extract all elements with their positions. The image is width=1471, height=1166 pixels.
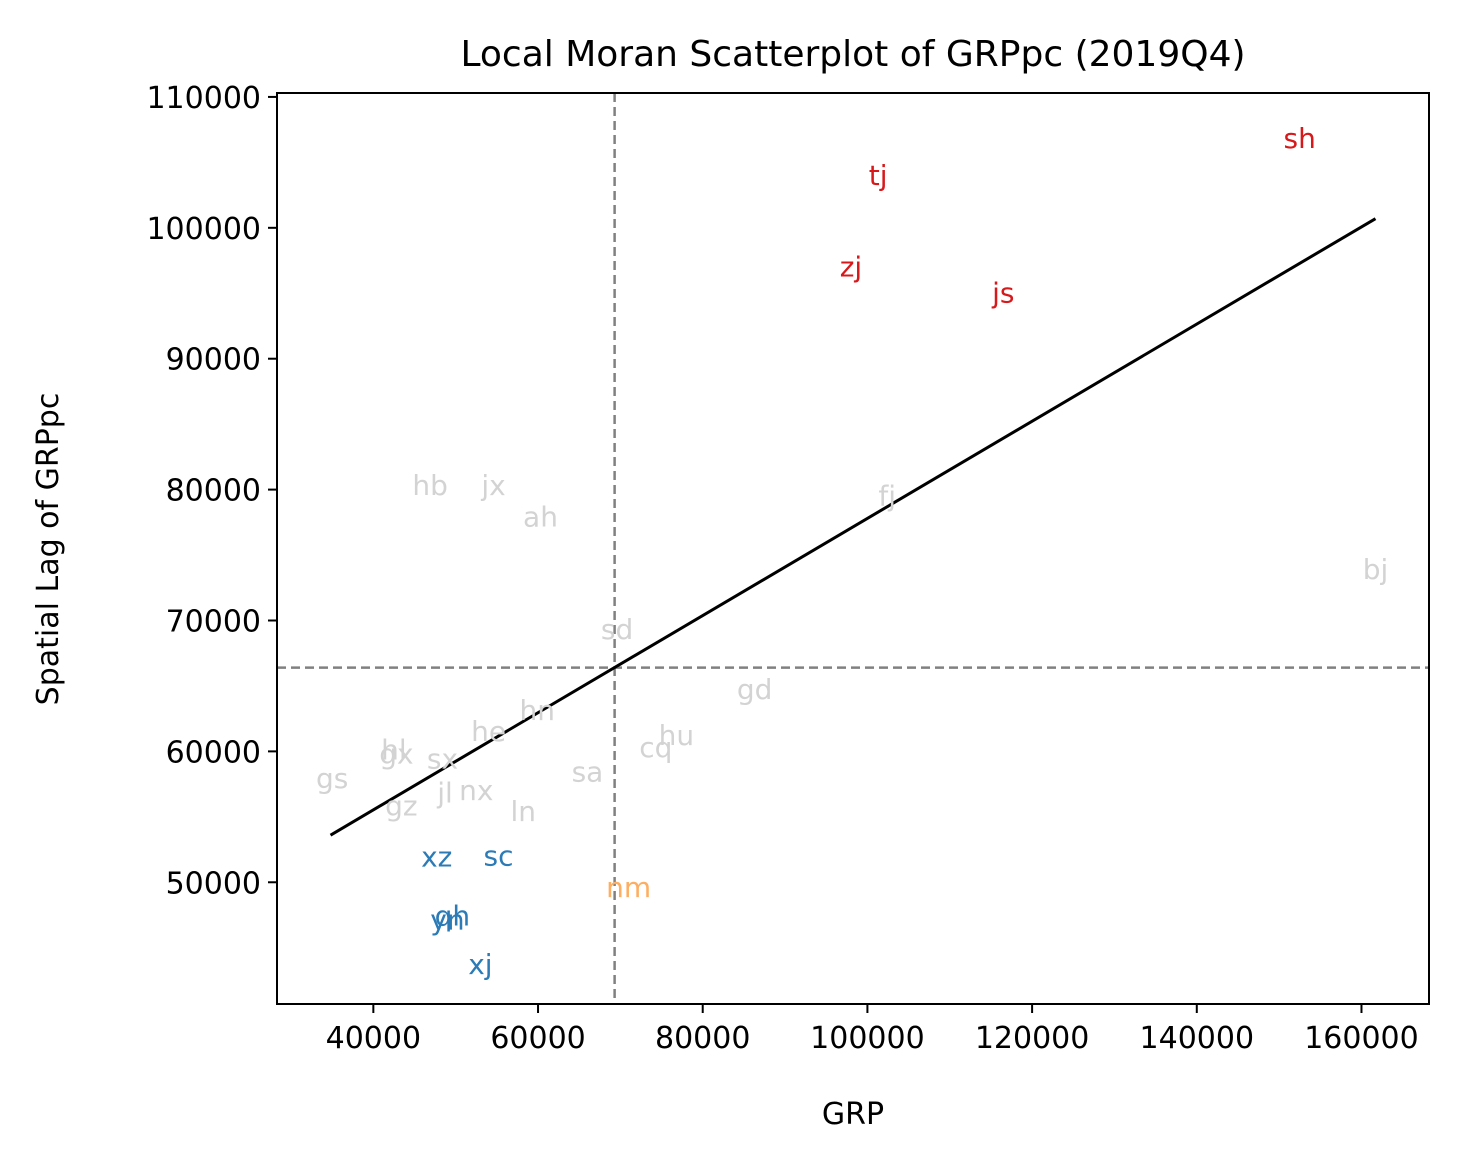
point-label-gd: gd [737, 673, 773, 706]
x-tick-label: 80000 [655, 1021, 750, 1056]
point-label-he: he [471, 715, 506, 748]
point-label-hb: hb [412, 469, 448, 502]
x-tick-label: 120000 [975, 1021, 1090, 1056]
x-tick-label: 60000 [490, 1021, 585, 1056]
point-label-yn: yn [430, 904, 464, 937]
chart-title: Local Moran Scatterplot of GRPpc (2019Q4… [460, 34, 1245, 75]
point-label-hl: hl [381, 733, 407, 766]
point-label-gx: gx [379, 737, 413, 770]
point-label-zj: zj [840, 250, 862, 283]
x-tick-label: 140000 [1140, 1021, 1255, 1056]
point-label-hu: hu [659, 719, 695, 752]
y-tick-label: 60000 [166, 735, 261, 770]
point-label-gz: gz [385, 790, 417, 823]
point-label-cq: cq [639, 731, 672, 764]
x-axis-label: GRP [822, 1097, 884, 1132]
x-tick-label: 100000 [810, 1021, 925, 1056]
y-tick-label: 110000 [146, 81, 261, 116]
plot-frame [276, 92, 1430, 1005]
y-tick-label: 100000 [146, 212, 261, 247]
point-label-sx: sx [427, 743, 458, 776]
point-label-nm: nm [606, 871, 651, 904]
regression-line-group [329, 217, 1377, 837]
point-label-nx: nx [459, 774, 493, 807]
y-tick-label: 50000 [166, 866, 261, 901]
point-label-sh: sh [1284, 122, 1316, 155]
point-label-tj: tj [869, 159, 888, 192]
reference-lines [277, 93, 1429, 1004]
point-label-jl: jl [436, 777, 453, 810]
x-axis: 40000 60000 80000 100000 120000 140000 160000 [326, 1004, 1419, 1056]
y-tick-label: 90000 [166, 343, 261, 378]
point-label-ah: ah [523, 500, 558, 533]
y-axis: 50000 60000 70000 80000 90000 100000 110000 [146, 81, 277, 901]
x-tick-label: 160000 [1304, 1021, 1419, 1056]
point-label-sa: sa [572, 756, 604, 789]
y-tick-label: 80000 [166, 474, 261, 509]
point-label-sd: sd [601, 613, 633, 646]
point-label-hn: hn [519, 694, 555, 727]
point-label-sc: sc [484, 839, 514, 872]
regression-line [329, 217, 1377, 837]
y-tick-label: 70000 [166, 604, 261, 639]
point-label-ln: ln [510, 795, 536, 828]
point-label-fj: fj [878, 479, 896, 512]
point-label-jx: jx [480, 469, 505, 502]
point-label-bj: bj [1363, 553, 1389, 586]
y-axis-label: Spatial Lag of GRPpc [31, 393, 66, 706]
point-label-gs: gs [316, 762, 348, 795]
point-label-xj: xj [468, 948, 492, 981]
x-tick-label: 40000 [326, 1021, 421, 1056]
point-label-js: js [991, 277, 1014, 310]
point-label-xz: xz [421, 841, 452, 874]
point-label-qh: qh [435, 900, 471, 933]
